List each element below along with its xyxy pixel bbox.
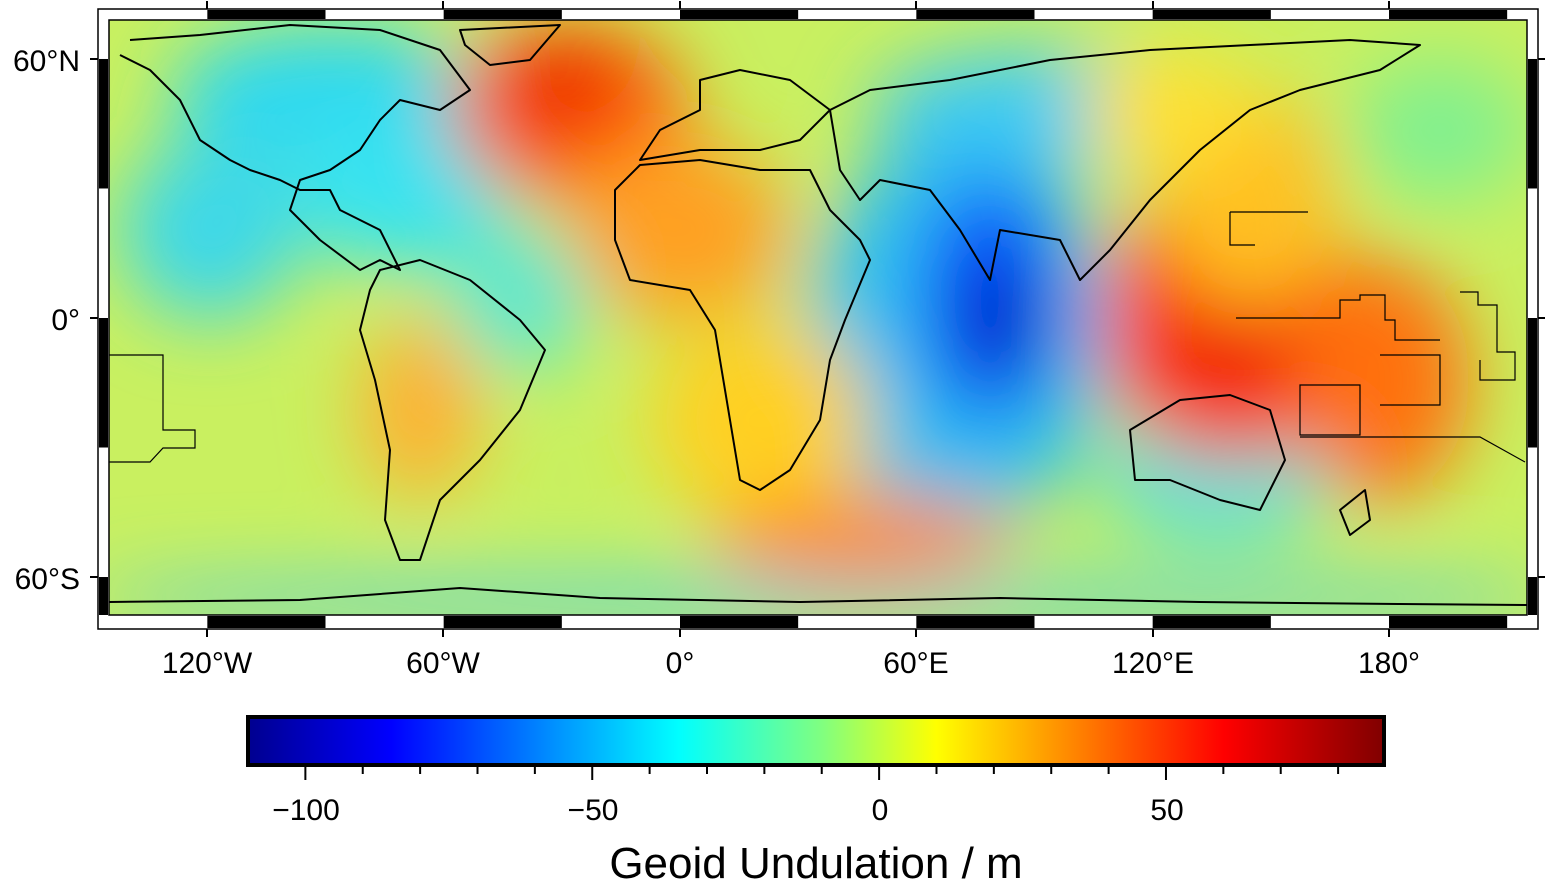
africa-coast	[614, 159, 871, 491]
colorbar-tick-label-50: 50	[1150, 794, 1183, 827]
frame-segment	[443, 10, 562, 19]
lat-label-60n: 60°N	[13, 45, 80, 78]
geoid-field	[109, 20, 1527, 615]
frame-segment	[1152, 10, 1271, 19]
frame-segment	[1152, 616, 1271, 628]
europe-coast	[639, 69, 831, 161]
frame-segment	[1389, 616, 1508, 628]
colorbar-tick-label-neg50: −50	[568, 794, 619, 827]
lon-label-60e: 60°E	[883, 647, 948, 680]
lon-label-60w: 60°W	[406, 647, 480, 680]
frame-segment	[1528, 58, 1537, 189]
north-america-coast	[119, 24, 471, 271]
longitude-axis: 120°W 60°W 0° 60°E 120°E 180°	[162, 1, 1420, 680]
colorbar-tick-label-0: 0	[872, 794, 889, 827]
lon-label-180: 180°	[1358, 647, 1420, 680]
latitude-axis: 60°N 0° 60°S	[13, 45, 1545, 596]
coastlines	[109, 24, 1527, 606]
colorbar-gradient	[246, 715, 1386, 767]
frame-segment	[1389, 10, 1508, 19]
frame-segment	[916, 616, 1035, 628]
new-zealand-coast	[1339, 489, 1371, 536]
frame-segment	[680, 10, 799, 19]
australia-coast	[1129, 394, 1286, 511]
asia-coast	[829, 39, 1421, 281]
lat-label-equator: 0°	[51, 304, 80, 337]
frame-segment	[1528, 318, 1537, 448]
pacific-boundaries	[109, 211, 1526, 463]
frame-segment	[443, 616, 562, 628]
lat-label-60s: 60°S	[15, 563, 80, 596]
frame-segment	[99, 318, 108, 448]
map-frame	[97, 8, 1539, 630]
greenland-coast	[459, 24, 561, 66]
frame-segment	[99, 58, 108, 189]
colorbar-tick-label-neg100: −100	[272, 794, 340, 827]
south-america-coast	[359, 259, 546, 561]
colorbar-title: Geoid Undulation / m	[609, 839, 1022, 888]
colorbar: −100 −50 0 50 Geoid Undulation / m	[246, 715, 1386, 888]
antarctica-coast	[109, 587, 1527, 606]
colorbar-ticks	[304, 765, 1340, 780]
frame-segment	[916, 10, 1035, 19]
lon-label-120e: 120°E	[1112, 647, 1194, 680]
lon-label-0: 0°	[666, 647, 695, 680]
lon-label-120w: 120°W	[162, 647, 253, 680]
frame-segment	[207, 616, 326, 628]
frame-segment	[207, 10, 326, 19]
frame-segment	[1528, 577, 1537, 615]
frame-segment	[680, 616, 799, 628]
frame-segment	[99, 577, 108, 615]
